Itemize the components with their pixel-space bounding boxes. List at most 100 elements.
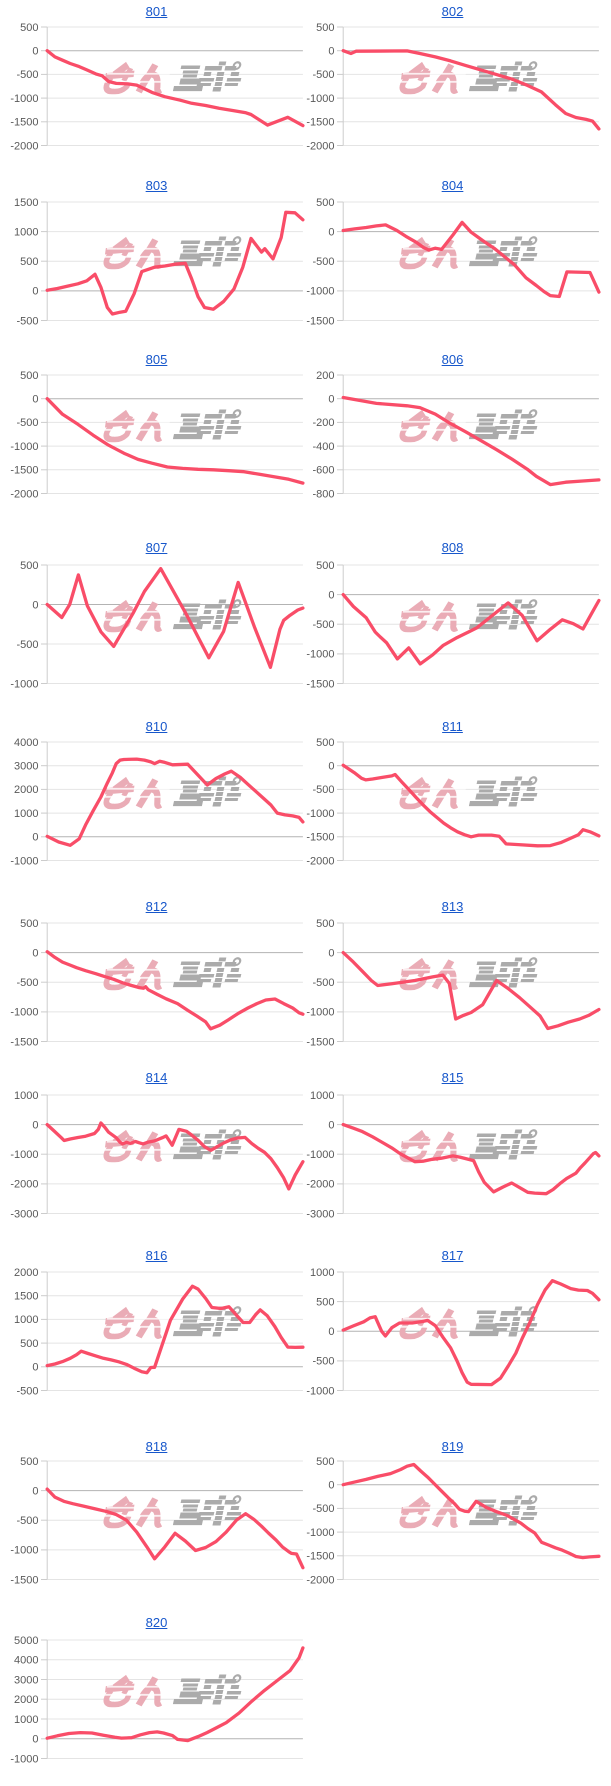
svg-text:-2000: -2000 xyxy=(10,140,38,152)
svg-text:-1000: -1000 xyxy=(306,807,334,819)
svg-text:0: 0 xyxy=(32,1734,38,1746)
svg-text:-2000: -2000 xyxy=(306,1178,334,1190)
svg-text:-3000: -3000 xyxy=(10,1208,38,1220)
svg-text:-500: -500 xyxy=(312,619,334,631)
svg-text:500: 500 xyxy=(316,1456,334,1468)
svg-text:-2000: -2000 xyxy=(10,489,38,501)
svg-text:500: 500 xyxy=(20,1338,38,1350)
svg-text:0: 0 xyxy=(32,286,38,298)
svg-text:-500: -500 xyxy=(312,69,334,81)
svg-text:200: 200 xyxy=(316,370,334,382)
svg-text:-2000: -2000 xyxy=(306,140,334,152)
svg-text:2000: 2000 xyxy=(14,784,38,796)
svg-text:-1000: -1000 xyxy=(10,1754,38,1766)
svg-text:1000: 1000 xyxy=(14,227,38,239)
svg-text:0: 0 xyxy=(32,947,38,959)
svg-text:0: 0 xyxy=(32,394,38,406)
svg-text:-800: -800 xyxy=(312,489,334,501)
svg-text:-1500: -1500 xyxy=(306,1551,334,1563)
svg-text:5000: 5000 xyxy=(14,1635,38,1647)
svg-text:0: 0 xyxy=(328,947,334,959)
svg-text:500: 500 xyxy=(20,1456,38,1468)
svg-text:1500: 1500 xyxy=(14,1290,38,1302)
svg-text:0: 0 xyxy=(328,589,334,601)
svg-text:-500: -500 xyxy=(16,977,38,989)
svg-text:0: 0 xyxy=(32,1486,38,1498)
svg-text:-1000: -1000 xyxy=(306,1149,334,1161)
svg-text:-500: -500 xyxy=(312,256,334,268)
svg-text:-1000: -1000 xyxy=(10,855,38,867)
svg-text:-500: -500 xyxy=(16,639,38,651)
svg-text:1500: 1500 xyxy=(14,197,38,209)
svg-text:-500: -500 xyxy=(16,69,38,81)
svg-text:0: 0 xyxy=(328,1480,334,1492)
svg-text:0: 0 xyxy=(328,1326,334,1338)
svg-text:-1500: -1500 xyxy=(306,116,334,128)
svg-text:-1000: -1000 xyxy=(306,1527,334,1539)
svg-text:-1000: -1000 xyxy=(10,1149,38,1161)
svg-text:-1000: -1000 xyxy=(10,1007,38,1019)
svg-text:-1000: -1000 xyxy=(10,441,38,453)
svg-text:1000: 1000 xyxy=(14,1089,38,1101)
svg-text:-1000: -1000 xyxy=(306,93,334,105)
svg-text:2000: 2000 xyxy=(14,1694,38,1706)
svg-text:-500: -500 xyxy=(16,1385,38,1397)
svg-text:-500: -500 xyxy=(312,1355,334,1367)
svg-text:500: 500 xyxy=(316,560,334,572)
svg-text:500: 500 xyxy=(20,370,38,382)
svg-text:-1500: -1500 xyxy=(10,1575,38,1587)
svg-text:0: 0 xyxy=(328,394,334,406)
svg-text:0: 0 xyxy=(328,227,334,239)
svg-text:500: 500 xyxy=(316,1296,334,1308)
svg-text:3000: 3000 xyxy=(14,1675,38,1687)
svg-text:2000: 2000 xyxy=(14,1266,38,1278)
svg-text:4000: 4000 xyxy=(14,1655,38,1667)
svg-text:-1000: -1000 xyxy=(10,678,38,690)
svg-text:1000: 1000 xyxy=(14,1714,38,1726)
svg-text:-2000: -2000 xyxy=(306,855,334,867)
svg-text:3000: 3000 xyxy=(14,760,38,772)
svg-text:500: 500 xyxy=(20,918,38,930)
svg-text:-2000: -2000 xyxy=(10,1178,38,1190)
svg-text:-1500: -1500 xyxy=(10,465,38,477)
svg-text:4000: 4000 xyxy=(14,736,38,748)
svg-text:0: 0 xyxy=(32,1119,38,1131)
svg-text:-1000: -1000 xyxy=(10,1545,38,1557)
svg-text:0: 0 xyxy=(328,45,334,57)
svg-text:-1000: -1000 xyxy=(306,1385,334,1397)
svg-text:0: 0 xyxy=(328,1119,334,1131)
svg-text:500: 500 xyxy=(316,197,334,209)
svg-text:1000: 1000 xyxy=(14,1314,38,1326)
svg-text:0: 0 xyxy=(32,45,38,57)
svg-text:-200: -200 xyxy=(312,418,334,430)
svg-text:-600: -600 xyxy=(312,465,334,477)
svg-text:-2000: -2000 xyxy=(306,1575,334,1587)
svg-text:-500: -500 xyxy=(16,1515,38,1527)
svg-text:0: 0 xyxy=(32,831,38,843)
svg-text:500: 500 xyxy=(20,22,38,34)
svg-text:-1500: -1500 xyxy=(10,1036,38,1048)
svg-text:500: 500 xyxy=(316,22,334,34)
svg-text:500: 500 xyxy=(316,736,334,748)
svg-text:-500: -500 xyxy=(312,784,334,796)
svg-text:-1000: -1000 xyxy=(306,648,334,660)
svg-text:-1000: -1000 xyxy=(10,93,38,105)
svg-text:500: 500 xyxy=(20,256,38,268)
svg-text:1000: 1000 xyxy=(310,1266,334,1278)
svg-text:-400: -400 xyxy=(312,441,334,453)
svg-text:-1500: -1500 xyxy=(306,831,334,843)
svg-text:-1500: -1500 xyxy=(306,316,334,328)
svg-text:-1500: -1500 xyxy=(306,678,334,690)
svg-text:-1000: -1000 xyxy=(306,1007,334,1019)
svg-text:1000: 1000 xyxy=(310,1089,334,1101)
svg-text:-1500: -1500 xyxy=(306,1036,334,1048)
svg-text:0: 0 xyxy=(32,1361,38,1373)
svg-text:-500: -500 xyxy=(16,316,38,328)
svg-text:-500: -500 xyxy=(312,977,334,989)
svg-text:1000: 1000 xyxy=(14,807,38,819)
svg-text:-500: -500 xyxy=(312,1503,334,1515)
svg-text:500: 500 xyxy=(20,560,38,572)
svg-text:0: 0 xyxy=(32,599,38,611)
svg-text:-1500: -1500 xyxy=(10,116,38,128)
svg-text:-3000: -3000 xyxy=(306,1208,334,1220)
